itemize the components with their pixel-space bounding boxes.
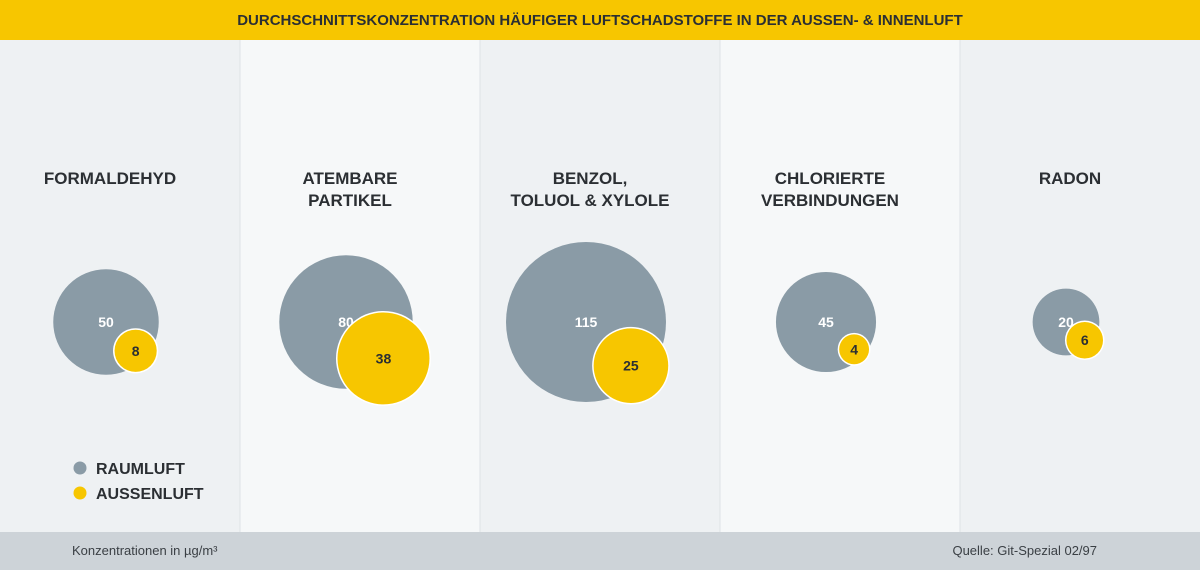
header-bar xyxy=(0,0,1200,40)
legend-label: AUSSENLUFT xyxy=(96,486,204,503)
value-label-raumluft: 115 xyxy=(575,314,598,330)
value-label-raumluft: 50 xyxy=(98,314,114,330)
bubble-aussenluft xyxy=(839,334,870,365)
category-label: FORMALDEHYD xyxy=(44,169,176,188)
category-label: RADON xyxy=(1039,169,1101,188)
bubble-aussenluft xyxy=(337,312,430,405)
value-label-aussenluft: 38 xyxy=(376,350,392,366)
category-panel xyxy=(960,40,1200,532)
value-label-aussenluft: 6 xyxy=(1081,332,1089,348)
unit-note: Konzentrationen in µg/m³ xyxy=(72,543,218,558)
bubble-aussenluft xyxy=(114,329,157,372)
category-label: BENZOL, xyxy=(553,169,628,188)
value-label-raumluft: 20 xyxy=(1058,314,1074,330)
legend-swatch xyxy=(73,461,87,475)
category-label: ATEMBARE xyxy=(302,169,397,188)
category-labels: FORMALDEHYD ATEMBARE PARTIKEL BENZOL, TOLUOL… xyxy=(44,169,1101,210)
footer-bar xyxy=(0,532,1200,570)
category-label: PARTIKEL xyxy=(308,191,392,210)
legend: RAUMLUFT AUSSENLUFT xyxy=(73,461,204,503)
legend-swatch xyxy=(73,486,87,500)
legend-label: RAUMLUFT xyxy=(96,461,185,478)
bubble-aussenluft xyxy=(1066,321,1104,359)
bubble-aussenluft xyxy=(593,328,669,403)
value-label-aussenluft: 25 xyxy=(623,358,639,374)
category-label: CHLORIERTE xyxy=(775,169,886,188)
value-label-raumluft: 45 xyxy=(818,314,834,330)
value-label-aussenluft: 8 xyxy=(132,343,140,359)
category-label: VERBINDUNGEN xyxy=(761,191,899,210)
value-label-aussenluft: 4 xyxy=(850,341,858,357)
chart-title: DURCHSCHNITTSKONZENTRATION HÄUFIGER LUFT… xyxy=(237,12,963,29)
category-label: TOLUOL & XYLOLE xyxy=(511,191,670,210)
source-note: Quelle: Git-Spezial 02/97 xyxy=(952,543,1097,558)
